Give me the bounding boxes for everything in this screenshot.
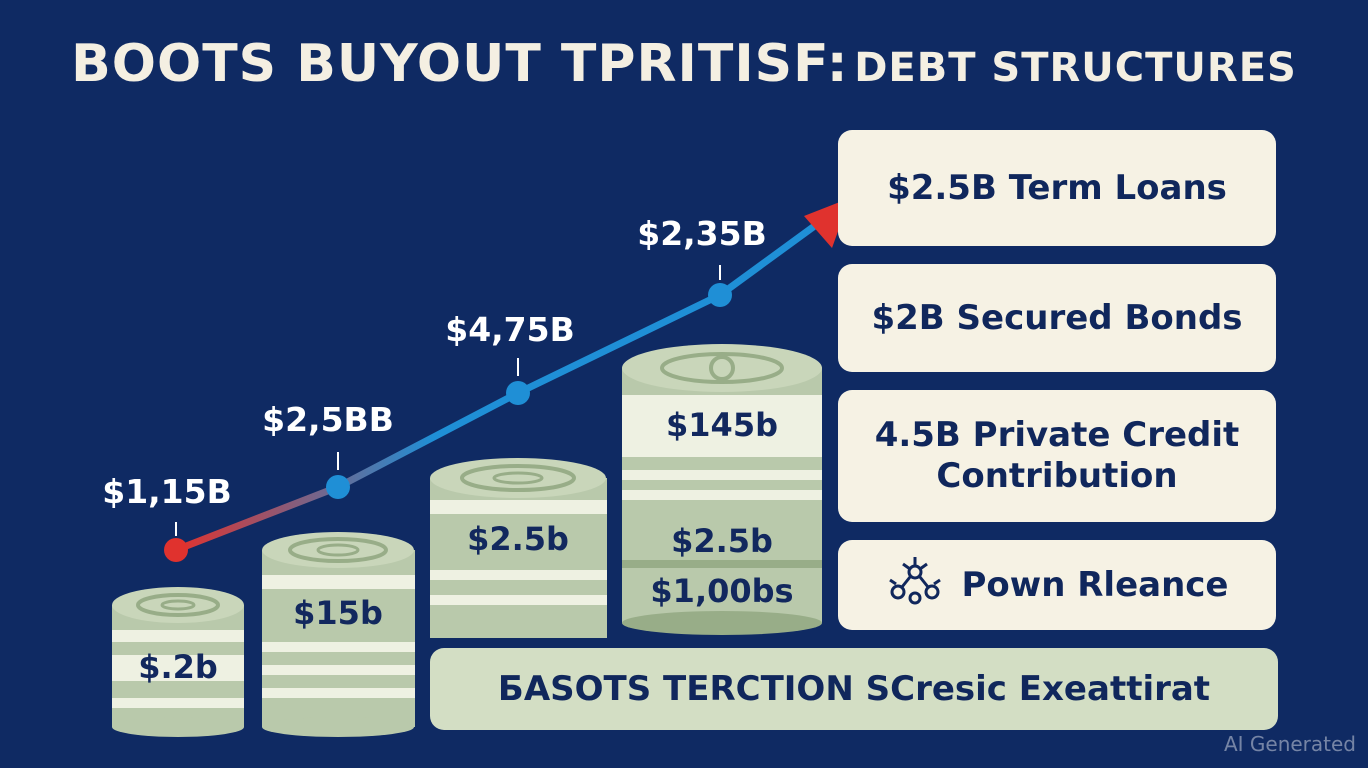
title-main: BOOTS BUYOUT TPRITISF:: [71, 34, 849, 94]
debt-card-private-credit-text: 4.5B Private Credit Contribution: [874, 415, 1240, 496]
network-key-icon: [886, 554, 944, 617]
debt-card-pown-rleance-text: Pown Rleance: [961, 564, 1229, 605]
coin-stack-label-2: $15b: [293, 594, 383, 632]
debt-card-term-loans-text: $2.5B Term Loans: [887, 167, 1227, 208]
coin-stack-4: [622, 344, 822, 635]
page-title: BOOTS BUYOUT TPRITISF: DEBT STRUCTURES: [0, 34, 1368, 94]
trend-point-1: [164, 538, 188, 562]
debt-card-secured-bonds: $2B Secured Bonds: [838, 264, 1276, 372]
bottom-banner: БASOTS TERCTION SCresic Exeattirat: [430, 648, 1278, 730]
coin-stack-label-4b: $2.5b: [671, 522, 773, 560]
trend-point-label-1: $1,15B: [102, 472, 232, 511]
coin-stack-2: [262, 532, 415, 737]
coin-stack-label-3: $2.5b: [467, 520, 569, 558]
trend-point-label-2: $2,5BB: [262, 400, 394, 439]
debt-card-secured-bonds-text: $2B Secured Bonds: [871, 297, 1243, 338]
coin-stack-label-4c: $1,00bs: [650, 572, 794, 610]
debt-card-pown-rleance: Pown Rleance: [838, 540, 1276, 630]
coin-stack-3: [430, 458, 607, 638]
trend-point-label-4: $2,35B: [637, 214, 767, 253]
ai-generated-watermark: AI Generated: [1223, 732, 1356, 756]
debt-card-private-credit: 4.5B Private Credit Contribution: [838, 390, 1276, 522]
bottom-banner-text: БASOTS TERCTION SCresic Exeattirat: [497, 669, 1211, 709]
coin-stack-label-4a: $145b: [666, 406, 778, 444]
title-subtitle: DEBT STRUCTURES: [854, 45, 1297, 91]
coin-stack-1: [112, 587, 244, 737]
trend-point-2: [326, 475, 350, 499]
trend-point-3: [506, 381, 530, 405]
trend-point-4: [708, 283, 732, 307]
trend-point-label-3: $4,75B: [445, 310, 575, 349]
coin-stack-label-1: $.2b: [138, 648, 218, 686]
debt-card-term-loans: $2.5B Term Loans: [838, 130, 1276, 246]
